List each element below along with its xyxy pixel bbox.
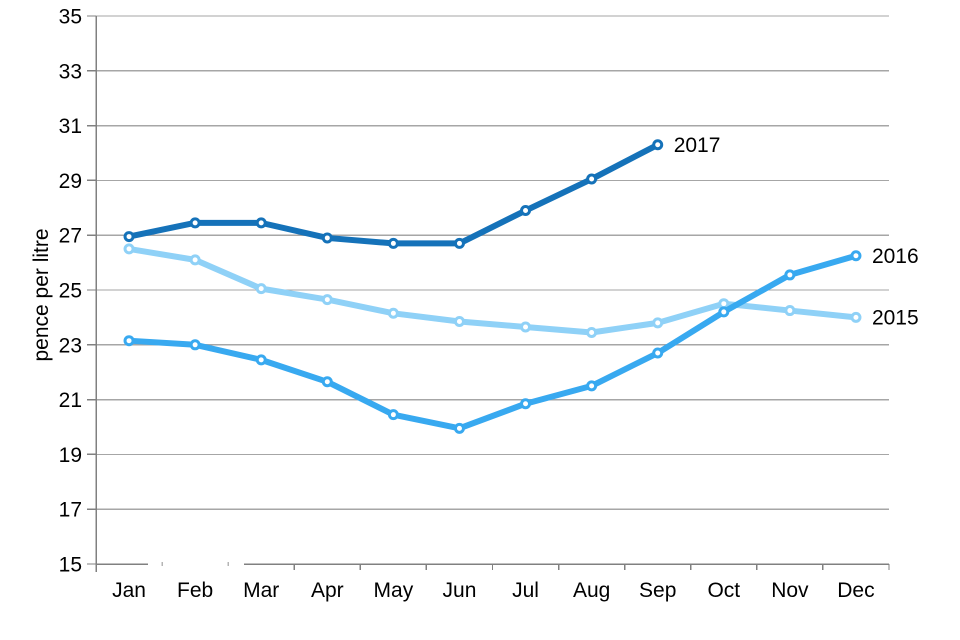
- x-axis-tick-label: Jul: [512, 579, 539, 602]
- data-point-2015-Mar: [255, 283, 267, 295]
- data-point-2015-Jun: [453, 316, 465, 328]
- x-axis-tick-label: Aug: [573, 579, 610, 602]
- data-point-2017-Jan: [123, 231, 135, 243]
- y-axis-title: pence per litre: [30, 228, 53, 362]
- x-axis-tick-label: Jan: [112, 579, 146, 602]
- data-point-2016-Feb: [189, 339, 201, 351]
- data-point-2017-May: [387, 237, 399, 249]
- x-axis-tick-label: Jun: [443, 579, 477, 602]
- data-point-2016-Sep: [652, 347, 664, 359]
- y-axis-tick-label: 23: [59, 334, 82, 357]
- y-axis-tick-label: 17: [59, 499, 82, 522]
- x-axis-tick-label: May: [374, 579, 414, 602]
- data-point-2015-Apr: [321, 294, 333, 306]
- data-point-2017-Jul: [520, 205, 532, 217]
- y-axis-tick-label: 29: [59, 170, 82, 193]
- data-point-2015-Jan: [123, 243, 135, 255]
- data-point-2017-Apr: [321, 232, 333, 244]
- series-line-2016: [126, 252, 859, 432]
- data-point-2015-Sep: [652, 317, 664, 329]
- series-line-2017: [126, 141, 661, 247]
- data-point-2015-Aug: [586, 326, 598, 338]
- x-axis-tick-label: Apr: [311, 579, 344, 602]
- data-point-2015-Jul: [520, 321, 532, 333]
- series-label-2017: 2017: [674, 134, 721, 157]
- data-point-2016-Oct: [718, 306, 730, 318]
- data-point-2016-May: [387, 409, 399, 421]
- data-point-2015-Feb: [189, 254, 201, 266]
- data-point-2017-Aug: [586, 173, 598, 185]
- y-axis-tick-label: 35: [59, 6, 82, 29]
- data-point-2016-Jun: [453, 422, 465, 434]
- data-point-2016-Aug: [586, 380, 598, 392]
- x-axis-tick-label: Dec: [837, 579, 874, 602]
- x-axis-tick-label: Feb: [177, 579, 213, 602]
- data-point-2017-Sep: [652, 139, 664, 151]
- y-axis-tick-label: 19: [59, 444, 82, 467]
- data-point-2016-Jan: [123, 335, 135, 347]
- data-point-2016-Nov: [784, 269, 796, 281]
- y-axis-tick-label: 21: [59, 389, 82, 412]
- y-axis-tick-label: 31: [59, 115, 82, 138]
- series-line-2015: [126, 245, 859, 336]
- data-point-2017-Mar: [255, 217, 267, 229]
- data-point-2016-Jul: [520, 398, 532, 410]
- data-point-2016-Mar: [255, 354, 267, 366]
- x-axis-tick-label: Mar: [243, 579, 279, 602]
- data-point-2015-Nov: [784, 305, 796, 317]
- data-point-2017-Feb: [189, 217, 201, 229]
- y-axis-tick-label: 15: [59, 554, 82, 577]
- data-point-2016-Apr: [321, 376, 333, 388]
- x-axis-tick-label: Oct: [707, 579, 740, 602]
- y-axis-tick-label: 27: [59, 225, 82, 248]
- data-point-2016-Dec: [850, 250, 862, 262]
- y-axis-tick-label: 33: [59, 60, 82, 83]
- y-axis-tick-label: 25: [59, 280, 82, 303]
- data-point-2017-Jun: [453, 237, 465, 249]
- data-point-2015-Dec: [850, 311, 862, 323]
- series-label-2015: 2015: [872, 306, 919, 329]
- x-axis-tick-label: Nov: [771, 579, 809, 602]
- series-label-2016: 2016: [872, 245, 919, 268]
- data-point-2015-May: [387, 307, 399, 319]
- x-axis-tick-label: Sep: [639, 579, 676, 602]
